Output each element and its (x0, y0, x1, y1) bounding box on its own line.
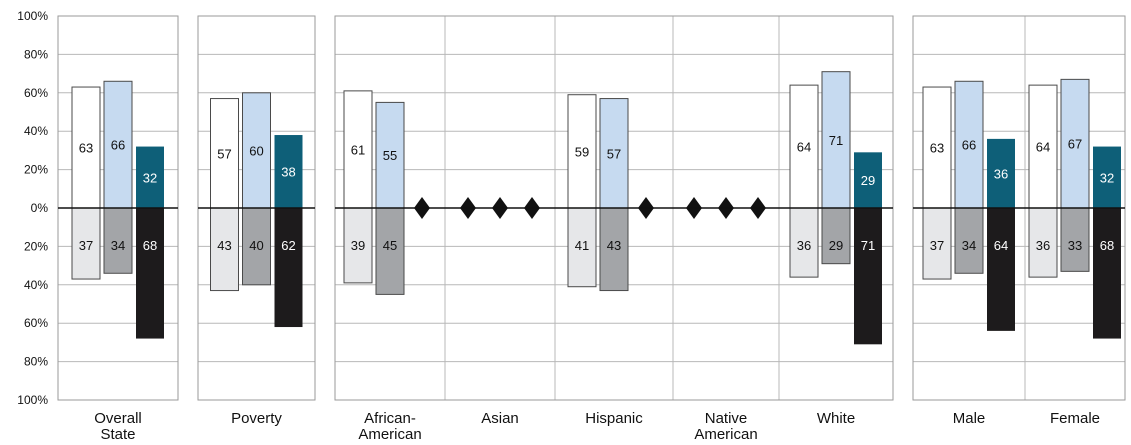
data-label: 61 (351, 142, 365, 157)
bar-negative (854, 208, 882, 345)
y-tick-label: 60% (24, 86, 48, 100)
data-label: 66 (962, 138, 976, 153)
bar-negative (1093, 208, 1121, 339)
bar-negative (343, 207, 373, 284)
bar-positive (136, 146, 164, 208)
data-label: 66 (111, 138, 125, 153)
bar-negative (103, 207, 133, 274)
bar-positive (789, 84, 819, 209)
data-label: 62 (281, 238, 295, 253)
data-label: 36 (994, 166, 1008, 181)
y-tick-label: 100% (17, 393, 48, 407)
category-label: Native (705, 410, 748, 427)
y-tick-label: 80% (24, 355, 48, 369)
category-label: Asian (481, 410, 519, 427)
bar-negative (821, 207, 851, 265)
bar-positive (1093, 146, 1121, 208)
category-label: White (817, 410, 855, 427)
bar-positive (1028, 84, 1058, 209)
y-tick-label: 60% (24, 316, 48, 330)
data-label: 37 (930, 238, 944, 253)
bar-positive (821, 71, 851, 209)
data-label: 39 (351, 238, 365, 253)
category-label: Hispanic (585, 410, 643, 427)
bar-positive (599, 98, 629, 209)
bar-positive (343, 90, 373, 209)
category-label: Poverty (231, 410, 282, 427)
bar-positive (987, 138, 1015, 208)
bar-positive (854, 152, 882, 208)
bar-positive (922, 86, 952, 209)
bar-negative (71, 207, 101, 280)
data-label: 71 (829, 133, 843, 148)
data-label: 63 (79, 141, 93, 156)
data-label: 71 (861, 238, 875, 253)
bar-positive (274, 135, 303, 208)
data-label: 60 (249, 143, 263, 158)
bar-negative (1028, 207, 1058, 278)
category-label: African- (364, 410, 416, 427)
data-label: 40 (249, 238, 263, 253)
data-label: 55 (383, 148, 397, 163)
bar-negative (375, 207, 405, 295)
data-label: 68 (1100, 238, 1114, 253)
category-label: Overall (94, 410, 142, 427)
bar-positive (954, 80, 984, 209)
y-tick-label: 40% (24, 124, 48, 138)
bar-negative (599, 207, 629, 292)
y-tick-label: 0% (31, 201, 49, 215)
data-label: 29 (829, 238, 843, 253)
data-label: 57 (607, 146, 621, 161)
bar-negative (274, 208, 303, 328)
data-label: 41 (575, 238, 589, 253)
data-label: 38 (281, 165, 295, 180)
category-label: Female (1050, 410, 1100, 427)
bar-negative (136, 208, 164, 339)
bar-negative (210, 207, 239, 292)
y-tick-label: 20% (24, 239, 48, 253)
data-label: 64 (797, 140, 811, 155)
bar-positive (71, 86, 101, 209)
data-label: 32 (143, 170, 157, 185)
data-label: 68 (143, 238, 157, 253)
y-tick-label: 40% (24, 278, 48, 292)
data-label: 34 (111, 238, 125, 253)
data-label: 64 (994, 238, 1008, 253)
category-label: American (694, 426, 757, 443)
bar-positive (210, 98, 239, 209)
data-label: 34 (962, 238, 976, 253)
data-label: 29 (861, 173, 875, 188)
data-label: 45 (383, 238, 397, 253)
bar-negative (1060, 207, 1090, 272)
data-label: 33 (1068, 238, 1082, 253)
data-label: 43 (217, 238, 231, 253)
data-label: 59 (575, 144, 589, 159)
category-label: State (100, 426, 135, 443)
bar-positive (103, 80, 133, 209)
data-label: 32 (1100, 170, 1114, 185)
bar-negative (987, 208, 1015, 331)
category-label: American (358, 426, 421, 443)
data-label: 57 (217, 146, 231, 161)
y-tick-label: 80% (24, 47, 48, 61)
y-tick-label: 20% (24, 163, 48, 177)
data-label: 67 (1068, 137, 1082, 152)
category-label: Male (953, 410, 986, 427)
bar-positive (1060, 78, 1090, 209)
data-label: 63 (930, 141, 944, 156)
bar-positive (375, 101, 405, 209)
data-label: 64 (1036, 140, 1050, 155)
data-label: 43 (607, 238, 621, 253)
data-label: 36 (797, 238, 811, 253)
data-label: 37 (79, 238, 93, 253)
data-label: 36 (1036, 238, 1050, 253)
bar-negative (954, 207, 984, 274)
y-tick-label: 100% (17, 9, 48, 23)
